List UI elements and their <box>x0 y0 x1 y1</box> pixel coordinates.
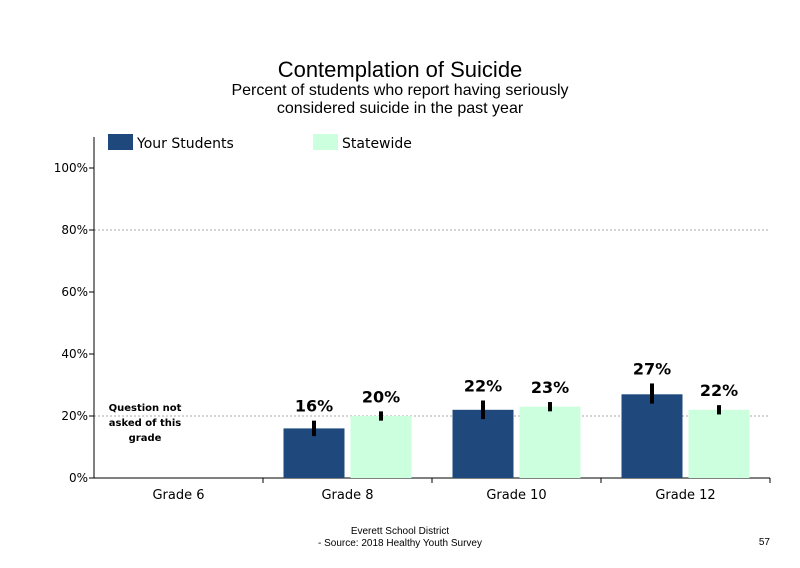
legend-swatch <box>108 134 133 150</box>
data-label: 27% <box>633 359 671 378</box>
x-tick-label: Grade 12 <box>655 488 715 503</box>
footer: Everett School District - Source: 2018 H… <box>200 526 600 550</box>
legend-swatch <box>313 134 338 150</box>
bar <box>350 416 412 478</box>
page-number: 57 <box>758 537 770 548</box>
bar <box>688 409 750 478</box>
x-tick-label: Grade 6 <box>152 488 204 503</box>
not-asked-note: Question not asked of this grade <box>108 403 182 444</box>
data-label: 20% <box>362 387 400 406</box>
x-tick-label: Grade 8 <box>321 488 373 503</box>
y-tick-label: 60% <box>61 285 88 299</box>
y-tick-label: 20% <box>61 409 88 423</box>
data-label: 23% <box>531 378 569 397</box>
footer-district: Everett School District <box>350 526 450 537</box>
data-label: 16% <box>295 397 333 416</box>
y-tick-label: 80% <box>61 223 88 237</box>
y-tick-label: 0% <box>69 471 88 485</box>
chart-title: Contemplation of Suicide <box>277 57 523 82</box>
bar <box>519 406 581 478</box>
y-tick-label: 40% <box>61 347 88 361</box>
footer-source: - Source: 2018 Healthy Youth Survey <box>318 538 482 549</box>
bar <box>621 394 683 478</box>
bar <box>452 409 514 478</box>
legend-label: Your Students <box>136 136 234 152</box>
data-label: 22% <box>464 377 502 396</box>
data-label: 22% <box>700 381 738 400</box>
x-tick-label: Grade 10 <box>486 488 546 503</box>
y-tick-label: 100% <box>54 161 88 175</box>
chart-subtitle: Percent of students who report having se… <box>231 82 569 117</box>
bar <box>283 428 345 478</box>
legend-label: Statewide <box>342 136 412 152</box>
